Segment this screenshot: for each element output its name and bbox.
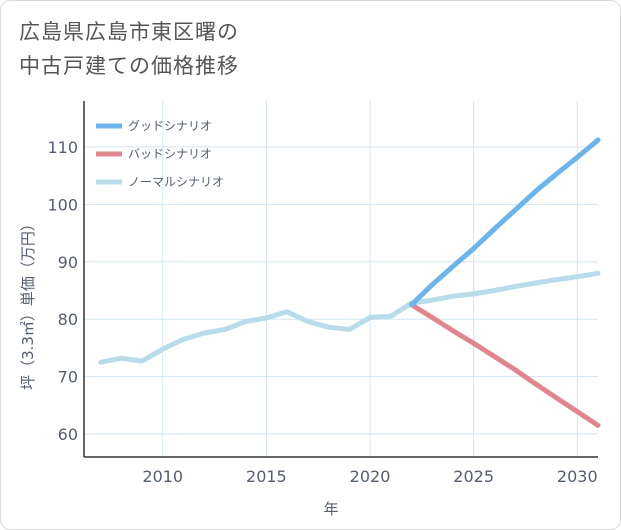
chart-title: 広島県広島市東区曙の 中古戸建ての価格推移 <box>19 15 439 83</box>
normal-scenario-line <box>98 270 601 365</box>
y-tick-label: 100 <box>47 195 78 214</box>
series-layer <box>98 137 601 428</box>
good-scenario-line <box>409 137 601 308</box>
tick-labels: 2010 2015 2020 2025 2030 60 70 80 90 100 110 <box>47 138 597 486</box>
y-axis-title: 坪（3.3㎡）単価（万円） <box>19 216 37 390</box>
y-tick-label: 110 <box>47 138 78 157</box>
y-tick-label: 60 <box>58 425 78 444</box>
bad-scenario-line <box>409 302 601 428</box>
x-tick-label: 2025 <box>453 467 494 486</box>
x-tick-label: 2020 <box>350 467 391 486</box>
chart-title-line-2: 中古戸建ての価格推移 <box>19 54 239 78</box>
legend-item-bad-label: バッドシナリオ <box>128 147 212 161</box>
x-tick-label: 2010 <box>142 467 183 486</box>
x-axis-title: 年 <box>323 500 338 518</box>
legend-item-good-label: グッドシナリオ <box>128 119 212 133</box>
y-tick-label: 70 <box>58 368 78 387</box>
legend-item-normal-label: ノーマルシナリオ <box>128 175 224 189</box>
y-tick-label: 90 <box>58 253 78 272</box>
x-tick-label: 2030 <box>557 467 598 486</box>
plot-area <box>84 101 598 457</box>
chart-title-line-1: 広島県広島市東区曙の <box>19 20 239 44</box>
y-tick-label: 80 <box>58 310 78 329</box>
x-tick-label: 2015 <box>246 467 287 486</box>
